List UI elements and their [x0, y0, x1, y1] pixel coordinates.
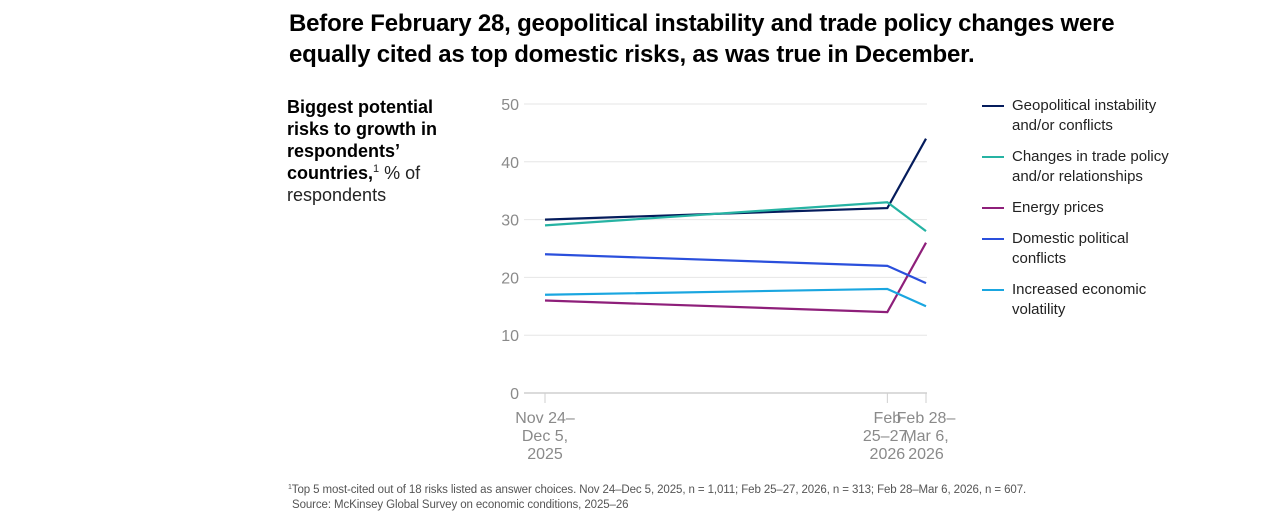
- legend-swatch-icon: [982, 289, 1004, 291]
- legend: Geopolitical instability and/or conflicts…: [982, 96, 1182, 331]
- y-tick-label: 20: [501, 270, 519, 287]
- footnote-marker: 1: [288, 484, 292, 491]
- x-tick-label-line: Nov 24–: [515, 410, 575, 427]
- subtitle-footnote-marker: 1: [373, 163, 380, 175]
- subtitle-bold: Biggest potential risks to growth in res…: [287, 97, 438, 183]
- legend-label: volatility: [1012, 301, 1066, 318]
- y-axis: 0 10 20 30 40 50: [501, 97, 519, 403]
- series-line: [544, 201, 927, 233]
- legend-label: conflicts: [1012, 250, 1067, 267]
- series-line: [544, 253, 927, 285]
- x-tick-label: Nov 24– Dec 5, 2025: [515, 410, 575, 463]
- x-tick-label-line: 2026: [908, 446, 944, 463]
- legend-swatch-icon: [982, 207, 1004, 209]
- y-tick-label: 10: [501, 328, 519, 345]
- legend-item: Changes in trade policy and/or relationsh…: [982, 147, 1182, 187]
- chart-subtitle: Biggest potential risks to growth in res…: [287, 96, 457, 206]
- legend-swatch-icon: [982, 105, 1004, 107]
- y-tick-label: 0: [510, 386, 519, 403]
- x-tick-label-line: Dec 5,: [522, 428, 568, 445]
- x-tick-label-line: Mar 6,: [903, 428, 948, 445]
- footnote-note: 1Top 5 most-cited out of 18 risks listed…: [288, 483, 1026, 498]
- series-line: [544, 138, 927, 221]
- legend-label: and/or relationships: [1012, 168, 1143, 185]
- series-line: [544, 242, 927, 314]
- legend-label: Increased economic: [1012, 281, 1147, 298]
- legend-label: Energy prices: [1012, 199, 1104, 216]
- legend-swatch-icon: [982, 238, 1004, 240]
- legend-label: Geopolitical instability: [1012, 97, 1157, 114]
- series-lines: [544, 138, 927, 314]
- x-tick-label-line: 25–27,: [863, 428, 912, 445]
- legend-label: and/or conflicts: [1012, 117, 1113, 134]
- y-tick-label: 30: [501, 213, 519, 230]
- footnote-source: Source: McKinsey Global Survey on econom…: [292, 499, 629, 511]
- legend-item: Increased economic volatility: [982, 280, 1182, 320]
- x-tick-label: Feb 25–27, 2026: [863, 410, 912, 463]
- y-tick-label: 50: [501, 97, 519, 114]
- legend-label: Domestic political: [1012, 230, 1129, 247]
- gridlines: [524, 103, 927, 394]
- legend-item: Energy prices: [982, 198, 1182, 218]
- subtitle-unit: % of respondents: [287, 163, 421, 205]
- legend-item: Domestic political conflicts: [982, 229, 1182, 269]
- y-tick-label: 40: [501, 155, 519, 172]
- x-tick-label: Feb 28– Mar 6, 2026: [897, 410, 956, 463]
- footnote-text: Top 5 most-cited out of 18 risks listed …: [291, 484, 1027, 496]
- series-line: [544, 287, 927, 308]
- x-tick-label-line: Feb 28–: [897, 410, 956, 427]
- x-tick-label-line: 2026: [870, 446, 906, 463]
- legend-label: Changes in trade policy: [1012, 148, 1169, 165]
- x-tick-label-line: 2025: [527, 446, 563, 463]
- chart-title: Before February 28, geopolitical instabi…: [289, 10, 1115, 68]
- footnote: 1Top 5 most-cited out of 18 risks listed…: [288, 483, 1026, 513]
- x-tick-label-line: Feb: [874, 410, 902, 427]
- legend-item: Geopolitical instability and/or conflicts: [982, 96, 1182, 136]
- legend-swatch-icon: [982, 156, 1004, 158]
